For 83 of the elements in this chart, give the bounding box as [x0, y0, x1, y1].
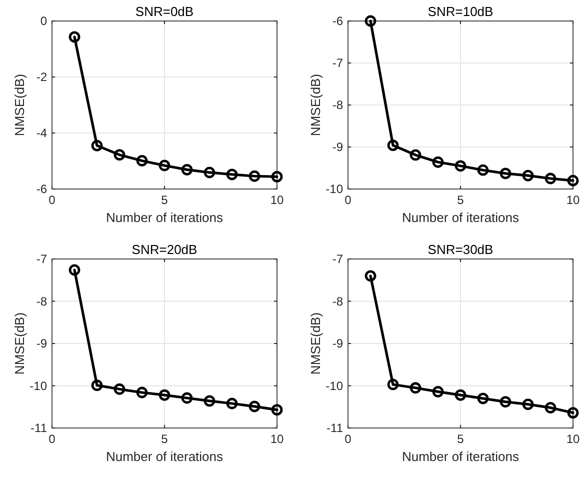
- x-tick-label: 10: [270, 193, 284, 207]
- chart-title: SNR=20dB: [132, 242, 198, 257]
- point: [364, 15, 376, 27]
- x-tick-label: 5: [457, 432, 464, 446]
- point: [500, 168, 512, 180]
- x-tick-label: 10: [270, 432, 284, 446]
- y-axis-title: NMSE(dB): [308, 312, 323, 375]
- y-tick-label: -9: [36, 336, 48, 350]
- point: [432, 386, 444, 398]
- x-tick-label: 0: [48, 193, 56, 207]
- x-tick-label: 10: [566, 193, 580, 207]
- y-tick-label: -8: [332, 294, 344, 308]
- point: [226, 168, 238, 180]
- chart-title: SNR=30dB: [428, 242, 494, 257]
- point: [136, 155, 148, 166]
- y-tick-label: -9: [332, 140, 344, 154]
- y-tick-label: -7: [332, 56, 344, 70]
- point: [567, 407, 579, 418]
- point: [522, 398, 534, 410]
- x-axis-title: Number of iterations: [402, 210, 520, 225]
- point: [477, 392, 489, 404]
- y-tick-label: -10: [326, 182, 344, 196]
- point: [158, 389, 170, 401]
- point: [271, 404, 283, 416]
- point: [454, 389, 466, 401]
- point: [544, 402, 556, 414]
- y-tick-label: -9: [332, 336, 344, 350]
- chart-title: SNR=10dB: [428, 4, 494, 19]
- y-tick-label: -11: [30, 421, 48, 435]
- x-tick-label: 10: [566, 432, 580, 446]
- chart-title: SNR=0dB: [135, 4, 194, 19]
- point: [387, 140, 399, 152]
- point: [248, 170, 260, 182]
- x-tick-label: 0: [48, 432, 56, 446]
- point: [387, 378, 399, 390]
- y-tick-label: -7: [332, 252, 344, 266]
- x-axis-title: Number of iterations: [106, 449, 224, 464]
- point: [500, 396, 512, 408]
- point: [158, 160, 170, 172]
- point: [204, 166, 216, 178]
- y-tick-label: -6: [332, 14, 344, 28]
- x-tick-label: 5: [161, 432, 168, 446]
- y-tick-label: -10: [326, 378, 344, 393]
- y-tick-label: -6: [36, 182, 48, 196]
- point: [432, 156, 444, 168]
- x-tick-label: 0: [344, 193, 352, 207]
- point: [271, 170, 283, 182]
- y-axis-title: NMSE(dB): [12, 74, 27, 136]
- y-tick-label: -11: [326, 421, 344, 435]
- point: [544, 172, 556, 184]
- y-tick-label: -4: [36, 126, 48, 140]
- point: [226, 398, 238, 410]
- point: [181, 392, 193, 404]
- x-tick-label: 0: [344, 432, 352, 446]
- point: [410, 149, 422, 161]
- point: [68, 264, 80, 276]
- point: [364, 270, 376, 282]
- y-tick-label: -2: [36, 70, 48, 84]
- point: [91, 380, 103, 392]
- y-axis-title: NMSE(dB): [12, 312, 27, 375]
- point: [114, 383, 126, 395]
- point: [136, 386, 148, 398]
- y-tick-label: -8: [332, 98, 344, 112]
- point: [204, 395, 216, 407]
- point: [522, 170, 534, 182]
- y-tick-label: -7: [36, 252, 48, 266]
- point: [91, 140, 103, 152]
- x-axis-title: Number of iterations: [106, 210, 224, 225]
- point: [248, 400, 260, 412]
- x-axis-title: Number of iterations: [402, 449, 520, 464]
- y-tick-label: 0: [40, 14, 48, 28]
- x-tick-label: 5: [161, 193, 168, 207]
- point: [114, 149, 126, 161]
- point: [410, 382, 422, 394]
- point: [454, 160, 466, 172]
- point: [181, 164, 193, 176]
- point: [477, 164, 489, 176]
- point: [567, 174, 579, 186]
- y-tick-label: -8: [36, 294, 48, 308]
- x-tick-label: 5: [457, 193, 464, 207]
- point: [68, 31, 80, 43]
- y-tick-label: -10: [30, 378, 48, 393]
- y-axis-title: NMSE(dB): [308, 74, 323, 136]
